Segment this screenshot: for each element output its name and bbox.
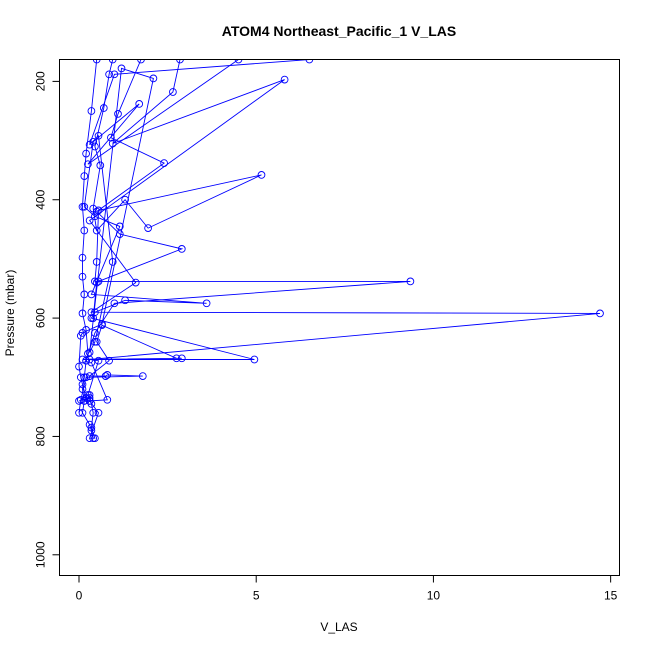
data-point (176, 59, 184, 64)
y-tick-label: 600 (34, 308, 48, 328)
data-point (85, 372, 94, 380)
data-point (305, 59, 314, 64)
data-point (80, 202, 89, 211)
data-point (80, 172, 89, 180)
data-point (177, 354, 186, 363)
data-point (91, 337, 99, 346)
data-point (92, 226, 101, 235)
data-point (85, 397, 94, 405)
data-point (75, 362, 83, 371)
data-point (115, 222, 124, 231)
data-point (78, 272, 87, 281)
data-point (87, 107, 96, 115)
data-point (117, 64, 126, 73)
data-point (596, 309, 604, 318)
data-point (75, 408, 83, 417)
data-point (91, 434, 99, 443)
data-point (82, 149, 90, 158)
x-axis-label: V_LAS (320, 620, 357, 634)
series-1-line (82, 59, 98, 439)
data-point (169, 88, 177, 96)
data-point (149, 74, 158, 83)
data-point (87, 358, 96, 367)
x-tick-label: 0 (76, 589, 83, 603)
series-2-line (85, 59, 411, 361)
data-point (87, 314, 96, 322)
data-point (108, 258, 117, 266)
data-point (107, 133, 115, 142)
data-point (87, 423, 96, 432)
series-5-line (78, 59, 255, 413)
data-point (80, 226, 89, 235)
data-point (103, 395, 112, 404)
x-tick-label: 15 (604, 589, 618, 603)
data-point (114, 110, 122, 118)
data-point (105, 70, 113, 79)
data-point (85, 348, 94, 357)
data-point (85, 216, 94, 225)
data-point (85, 391, 94, 399)
data-point (234, 59, 243, 64)
data-point (108, 59, 117, 64)
plot-area (75, 59, 604, 443)
data-point (76, 373, 85, 382)
data-point (87, 290, 96, 299)
data-point (280, 75, 289, 84)
data-point (78, 253, 87, 262)
data-point (135, 100, 144, 108)
data-point (82, 373, 90, 382)
data-point (78, 380, 87, 389)
y-tick-label: 400 (34, 189, 48, 209)
data-point (91, 142, 99, 151)
data-point (103, 371, 112, 379)
series-4-line (87, 59, 601, 402)
data-point (257, 171, 266, 179)
data-point (94, 356, 103, 365)
data-point (137, 59, 145, 64)
data-point (78, 309, 87, 318)
data-point (177, 245, 186, 253)
data-point (202, 299, 211, 308)
data-point (121, 195, 129, 204)
data-point (131, 278, 140, 287)
data-point (96, 161, 105, 170)
data-point (75, 397, 83, 405)
y-axis-label: Pressure (mbar) (3, 270, 17, 357)
data-point (105, 356, 113, 365)
data-point (94, 408, 103, 417)
y-axis: 200 400 600 800 1000 (34, 71, 60, 568)
y-tick-label: 800 (34, 426, 48, 446)
data-point (250, 355, 259, 364)
data-point (91, 212, 99, 221)
y-tick-label: 200 (34, 71, 48, 91)
data-point (92, 59, 101, 64)
data-point (85, 140, 94, 149)
data-point (144, 224, 152, 232)
data-point (110, 70, 119, 79)
x-tick-label: 5 (253, 589, 260, 603)
data-point (76, 331, 85, 340)
x-axis: 0 5 10 15 (76, 575, 618, 603)
data-point (85, 434, 94, 443)
data-point (94, 131, 103, 140)
data-point (406, 277, 415, 286)
data-point (101, 372, 110, 380)
data-point (84, 349, 92, 358)
y-tick-label: 1000 (34, 541, 48, 568)
data-point (121, 296, 129, 305)
x-tick-label: 10 (427, 589, 441, 603)
data-point (98, 320, 106, 328)
data-point (172, 354, 181, 363)
data-point (82, 356, 90, 365)
plot-frame (59, 59, 620, 576)
chart-title: ATOM4 Northeast_Pacific_1 V_LAS (222, 23, 456, 39)
data-point (84, 160, 92, 169)
data-point (138, 372, 147, 380)
data-point (89, 408, 98, 417)
series-7-line (88, 362, 108, 439)
